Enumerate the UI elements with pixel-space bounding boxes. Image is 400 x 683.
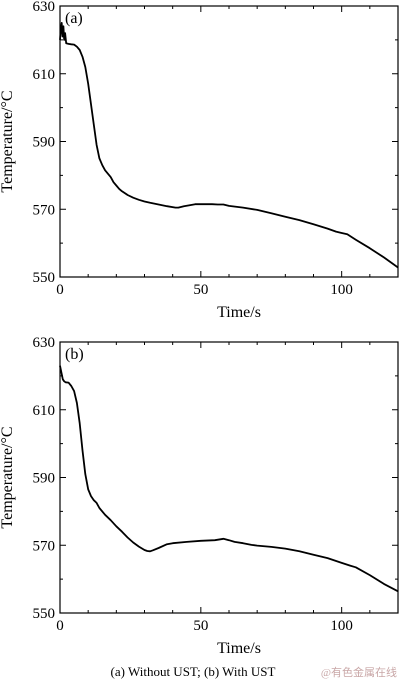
x-tick-label: 0 bbox=[56, 282, 64, 298]
y-tick-label: 630 bbox=[33, 0, 56, 15]
y-tick-label: 610 bbox=[33, 67, 56, 83]
y-tick-label: 550 bbox=[33, 270, 56, 286]
y-tick-label: 610 bbox=[33, 403, 56, 419]
x-tick-label: 100 bbox=[330, 618, 353, 634]
y-tick-label: 630 bbox=[33, 335, 56, 351]
y-axis-label: Temperature/°C bbox=[0, 426, 16, 528]
x-tick-label: 50 bbox=[193, 618, 208, 634]
panel-label: (a) bbox=[65, 10, 83, 27]
plot-frame bbox=[59, 341, 399, 614]
series-line-0 bbox=[59, 21, 399, 269]
y-tick-label: 590 bbox=[33, 471, 56, 487]
series-line-0 bbox=[59, 365, 399, 593]
y-tick-label: 570 bbox=[33, 202, 56, 218]
y-tick-label: 550 bbox=[33, 606, 56, 622]
x-axis-label: Time/s bbox=[217, 640, 261, 657]
y-axis-label: Temperature/°C bbox=[0, 90, 16, 192]
y-tick-label: 570 bbox=[33, 538, 56, 554]
x-tick-label: 100 bbox=[330, 282, 353, 298]
panel-a: 0 50 100 550 570 590 610 630 Time/s Temperature/°… bbox=[0, 0, 399, 321]
plot-frame bbox=[59, 5, 399, 278]
x-axis-label: Time/s bbox=[217, 304, 261, 321]
x-tick-label: 50 bbox=[193, 282, 208, 298]
panel-b: 0 50 100 550 570 590 610 630 Time/s Temperature/°… bbox=[0, 335, 399, 657]
y-tick-label: 590 bbox=[33, 135, 56, 151]
watermark: @有色金属在线 bbox=[321, 665, 397, 679]
panel-label: (b) bbox=[65, 346, 84, 363]
x-tick-label: 0 bbox=[56, 618, 64, 634]
figure-caption: (a) Without UST; (b) With UST bbox=[111, 664, 276, 679]
